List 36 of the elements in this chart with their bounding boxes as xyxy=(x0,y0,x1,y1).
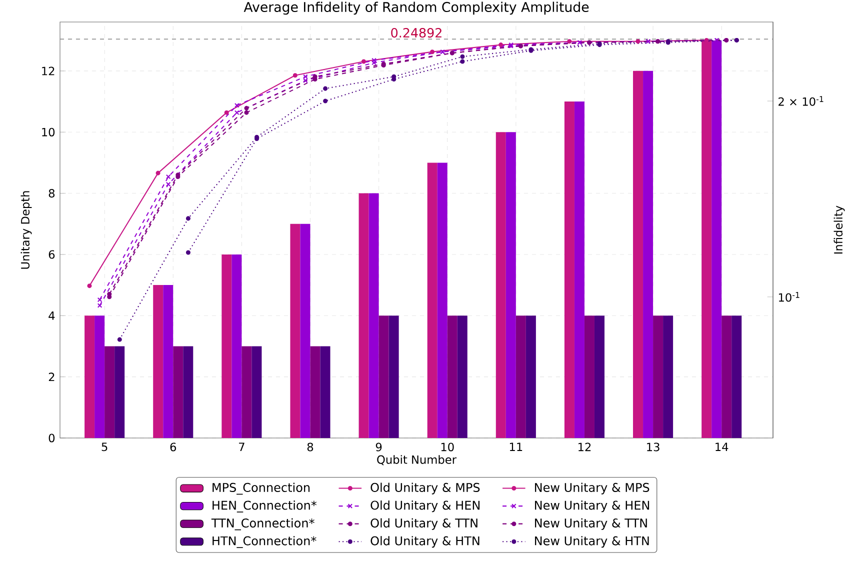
x-tick-label: 9 xyxy=(376,442,382,452)
legend-label: TTN_Connection* xyxy=(211,518,314,530)
legend-label: HTN_Connection* xyxy=(212,536,316,548)
legend-label: New Unitary & HEN xyxy=(535,500,650,512)
y-tick-label: 12 xyxy=(42,66,54,76)
y-tick-label: 6 xyxy=(48,250,55,259)
x-tick-label: 10 xyxy=(441,442,454,452)
x-tick-label: 11 xyxy=(510,442,522,451)
y2-tick-label: 2 × 10$^{-1}$ xyxy=(778,96,824,106)
x-tick-label: 5 xyxy=(102,442,108,452)
legend-label: New Unitary & HTN xyxy=(535,536,649,548)
y-axis-title: Unitary Depth xyxy=(20,191,32,269)
y-tick-label: 10 xyxy=(42,128,55,136)
legend-label: Old Unitary & MPS xyxy=(370,482,480,494)
ref-line-label: 0.24892 xyxy=(391,28,442,38)
x-tick-label: 8 xyxy=(307,442,314,452)
y-tick-label: 0 xyxy=(48,434,55,442)
y-tick-label: 2 xyxy=(48,372,54,382)
x-tick-label: 12 xyxy=(578,442,591,452)
y-tick-label: 8 xyxy=(48,189,55,198)
legend-label: Old Unitary & TTN xyxy=(370,518,478,530)
x-tick-label: 13 xyxy=(647,442,660,452)
legend-label: HEN_Connection* xyxy=(212,500,317,512)
x-tick-label: 7 xyxy=(239,442,244,451)
legend-label: New Unitary & TTN xyxy=(535,518,647,530)
legend-label: Old Unitary & HTN xyxy=(370,536,480,548)
legend-label: Old Unitary & HEN xyxy=(370,500,480,512)
x-tick-label: 14 xyxy=(716,442,728,451)
legend-label: MPS_Connection xyxy=(212,482,310,495)
y-tick-label: 4 xyxy=(48,312,55,320)
y2-tick-label: 10$^{-1}$ xyxy=(778,292,800,302)
legend-label: New Unitary & MPS xyxy=(535,482,650,494)
y2-axis-title: Infidelity xyxy=(834,206,845,254)
x-tick-label: 6 xyxy=(170,442,176,452)
chart-title: Average Infidelity of Random Complexity Amplitude xyxy=(244,2,589,15)
x-axis-title: Qubit Number xyxy=(377,455,457,466)
